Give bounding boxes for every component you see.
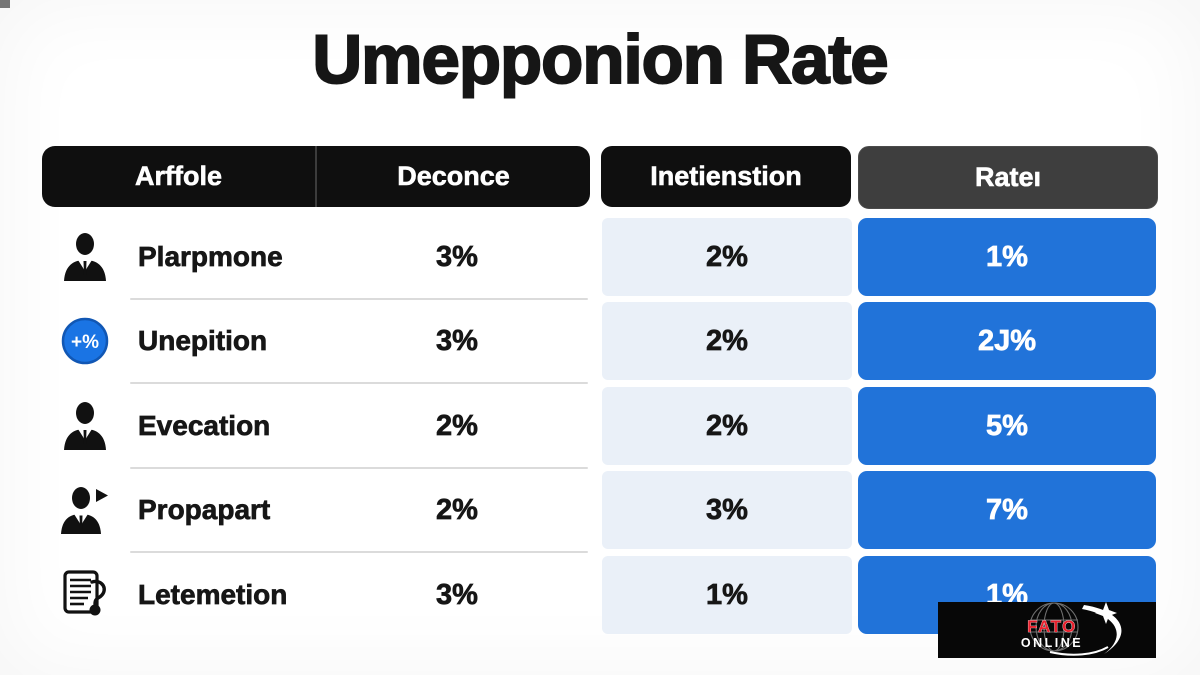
sparkle-icon bbox=[1095, 602, 1117, 624]
corner-artifact bbox=[0, 0, 10, 8]
globe-icon bbox=[1029, 602, 1079, 652]
inetienstion-value: 1% bbox=[706, 578, 749, 611]
table-row: Letemetion 3% 1% 1% bbox=[0, 556, 1200, 634]
deconce-value: 3% bbox=[436, 579, 479, 612]
column-header-label: Arffole bbox=[135, 161, 223, 192]
deconce-value: 2% bbox=[436, 410, 479, 443]
deconce-value: 3% bbox=[436, 241, 479, 274]
document-hook-icon bbox=[58, 556, 112, 634]
inetienstion-value: 2% bbox=[706, 240, 749, 273]
rater-cell: 1% bbox=[858, 218, 1156, 296]
row-label: Letemetion bbox=[138, 579, 288, 611]
svg-text:+%: +% bbox=[71, 332, 99, 353]
inetienstion-value: 2% bbox=[706, 409, 749, 442]
businessperson-icon bbox=[58, 218, 112, 296]
rater-cell: 2J% bbox=[858, 302, 1156, 380]
row-label: Unepition bbox=[138, 325, 268, 357]
inetienstion-value: 3% bbox=[706, 493, 749, 526]
column-header-inetienstion: Inetienstion bbox=[601, 146, 851, 207]
rater-value: 5% bbox=[986, 409, 1029, 442]
inetienstion-cell: 1% bbox=[602, 556, 852, 634]
inetienstion-cell: 2% bbox=[602, 302, 852, 380]
inetienstion-value: 2% bbox=[706, 324, 749, 357]
rater-cell: 5% bbox=[858, 387, 1156, 465]
table-row: Propapart 2% 3% 7% bbox=[0, 471, 1200, 553]
inetienstion-cell: 3% bbox=[602, 471, 852, 549]
plus-percent-icon: +% bbox=[58, 302, 112, 380]
inetienstion-cell: 2% bbox=[602, 218, 852, 296]
rater-cell: 7% bbox=[858, 471, 1156, 549]
rater-value: 7% bbox=[986, 493, 1029, 526]
column-header-label: Deconce bbox=[397, 161, 510, 192]
column-header-deconce: Deconce bbox=[317, 146, 590, 207]
header-pill-arffole-deconce: Arffole Deconce bbox=[42, 146, 590, 207]
table-row: Evecation 2% 2% 5% bbox=[0, 387, 1200, 469]
column-header-label: Inetienstion bbox=[650, 161, 802, 192]
row-separator bbox=[130, 551, 588, 553]
brand-name: FATO bbox=[1027, 617, 1077, 636]
fato-online-logo: FATO ONLINE bbox=[938, 602, 1156, 658]
businessperson-icon bbox=[58, 387, 112, 465]
row-label: Evecation bbox=[138, 410, 271, 442]
row-label: Propapart bbox=[138, 494, 271, 526]
deconce-value: 3% bbox=[436, 325, 479, 358]
brand-subtitle: ONLINE bbox=[1021, 636, 1083, 650]
deconce-value: 2% bbox=[436, 494, 479, 527]
row-separator bbox=[130, 382, 588, 384]
header-divider bbox=[315, 146, 317, 207]
column-header-label: Rateı bbox=[974, 162, 1042, 193]
inetienstion-cell: 2% bbox=[602, 387, 852, 465]
table-row: Plarpmone 3% 2% 1% bbox=[0, 218, 1200, 300]
row-separator bbox=[130, 298, 588, 300]
row-separator bbox=[130, 467, 588, 469]
column-header-arffole: Arffole bbox=[42, 146, 315, 207]
table-row: +% Unepition 3% 2% 2J% bbox=[0, 302, 1200, 384]
rater-value: 2J% bbox=[977, 324, 1037, 357]
swoosh-icon bbox=[1049, 605, 1122, 656]
page-title: Umepponion Rate bbox=[311, 20, 889, 99]
person-play-icon bbox=[58, 471, 112, 549]
rater-value: 1% bbox=[986, 240, 1029, 273]
row-label: Plarpmone bbox=[138, 241, 283, 273]
column-header-rater: Rateı bbox=[858, 146, 1158, 209]
